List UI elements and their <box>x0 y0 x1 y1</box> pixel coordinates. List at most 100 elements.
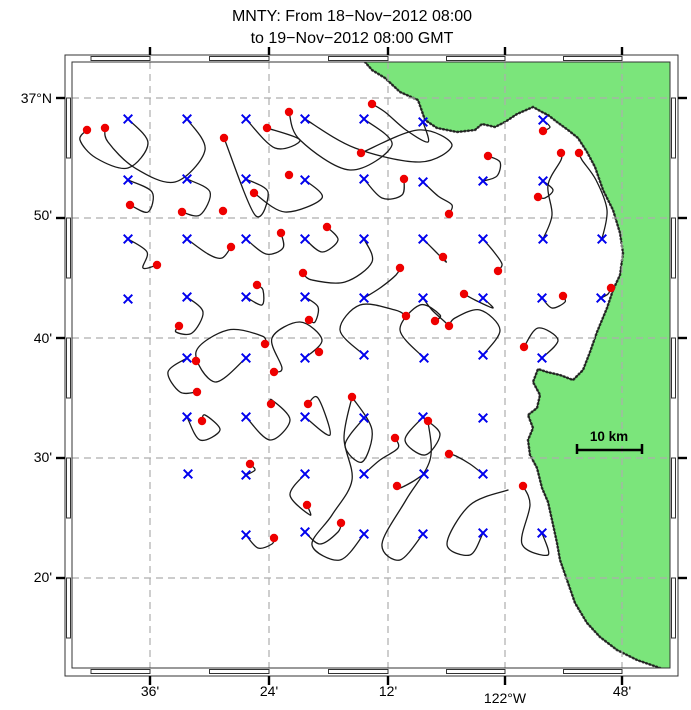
trajectory-start-marker <box>240 233 252 245</box>
trajectory-end-marker <box>423 416 433 426</box>
trajectory-start-marker <box>240 529 252 541</box>
trajectory-end-marker <box>284 107 294 117</box>
trajectory-end-marker <box>483 151 493 161</box>
start-markers <box>122 113 608 541</box>
trajectory-start-marker <box>181 173 193 185</box>
end-markers <box>82 99 616 543</box>
y-tick-label-50: 50' <box>34 207 52 223</box>
trajectory-end-marker <box>269 367 279 377</box>
x-tick-label-122W: 122°W <box>484 690 527 706</box>
trajectory-start-marker <box>536 292 548 304</box>
drifter-track <box>381 420 432 561</box>
trajectory-end-marker <box>152 260 162 270</box>
trajectory-end-marker <box>459 289 469 299</box>
drifter-track <box>304 395 331 436</box>
trajectory-end-marker <box>197 416 207 426</box>
land-mass <box>363 62 670 668</box>
trajectory-start-marker <box>240 469 252 481</box>
drifter-track <box>542 152 563 240</box>
trajectory-end-marker <box>558 291 568 301</box>
trajectory-start-marker <box>240 352 252 364</box>
figure-title-line2: to 19−Nov−2012 08:00 GMT <box>251 30 454 47</box>
trajectory-start-marker <box>240 173 252 185</box>
trajectory-end-marker <box>430 316 440 326</box>
gridlines <box>72 62 670 668</box>
trajectory-start-marker <box>181 411 193 423</box>
trajectory-start-marker <box>477 412 489 424</box>
drifter-track <box>448 309 501 356</box>
drifter-track <box>186 414 221 442</box>
trajectory-start-marker <box>240 291 252 303</box>
trajectory-end-marker <box>219 133 229 143</box>
drifter-track <box>181 178 212 217</box>
drifter-track <box>270 321 323 373</box>
drifter-track <box>245 398 291 441</box>
trajectory-end-marker <box>266 399 276 409</box>
drifter-track <box>79 118 149 170</box>
trajectory-end-marker <box>444 321 454 331</box>
trajectory-start-marker <box>299 291 311 303</box>
trajectory-end-marker <box>276 228 286 238</box>
drifter-track <box>289 473 312 516</box>
trajectory-end-marker <box>444 209 454 219</box>
trajectory-start-marker <box>358 528 370 540</box>
y-tick-label-30: 30' <box>34 449 52 465</box>
trajectory-start-marker <box>417 233 429 245</box>
trajectory-start-marker <box>477 468 489 480</box>
trajectory-start-marker <box>122 293 134 305</box>
drifter-track <box>186 238 232 259</box>
trajectory-start-marker <box>417 116 429 128</box>
x-tick-label-24: 24' <box>260 683 278 699</box>
drifter-track <box>363 437 400 475</box>
trajectory-start-marker <box>240 411 252 423</box>
trajectory-start-marker <box>299 174 311 186</box>
trajectory-start-marker <box>358 292 370 304</box>
y-tick-label-40: 40' <box>34 330 52 346</box>
trajectory-end-marker <box>395 263 405 273</box>
trajectory-start-marker <box>418 468 430 480</box>
drifter-track <box>304 226 339 253</box>
trajectory-end-marker <box>399 174 409 184</box>
trajectory-end-marker <box>356 148 366 158</box>
scale-bar-label: 10 km <box>590 429 628 444</box>
drifter-track <box>127 179 154 214</box>
drifter-track <box>371 103 430 143</box>
trajectory-start-marker <box>417 528 429 540</box>
trajectory-end-marker <box>367 99 377 109</box>
trajectory-start-marker <box>181 352 193 364</box>
trajectory-end-marker <box>192 387 202 397</box>
trajectory-end-marker <box>191 356 201 366</box>
trajectory-start-marker <box>358 233 370 245</box>
trajectory-start-marker <box>181 291 193 303</box>
x-tick-label-12: 12' <box>379 683 397 699</box>
figure-title-line1: MNTY: From 18−Nov−2012 08:00 <box>232 8 472 25</box>
trajectory-end-marker <box>538 126 548 136</box>
trajectory-start-marker <box>122 174 134 186</box>
x-tick-label-48: 48' <box>613 683 631 699</box>
trajectory-start-marker <box>477 233 489 245</box>
trajectory-end-marker <box>390 433 400 443</box>
trajectory-start-marker <box>536 527 548 539</box>
drifter-track <box>344 396 373 463</box>
trajectory-start-marker <box>122 233 134 245</box>
trajectory-start-marker <box>537 175 549 187</box>
drifter-track <box>302 238 374 284</box>
drifter-track <box>363 267 401 299</box>
trajectory-end-marker <box>269 533 279 543</box>
drifter-track <box>195 328 267 383</box>
trajectory-start-marker <box>358 412 370 424</box>
trajectory-start-marker <box>595 292 607 304</box>
trajectory-start-marker <box>358 468 370 480</box>
trajectory-end-marker <box>260 339 270 349</box>
trajectory-end-marker <box>438 252 448 262</box>
drifter-track <box>311 396 365 561</box>
drifter-track <box>363 178 405 200</box>
drifter-track <box>463 293 494 309</box>
trajectory-start-marker <box>181 233 193 245</box>
trajectory-end-marker <box>252 280 262 290</box>
drifter-track <box>245 118 301 150</box>
trajectory-end-marker <box>262 123 272 133</box>
drifter-track <box>404 416 441 456</box>
trajectory-end-marker <box>218 206 228 216</box>
